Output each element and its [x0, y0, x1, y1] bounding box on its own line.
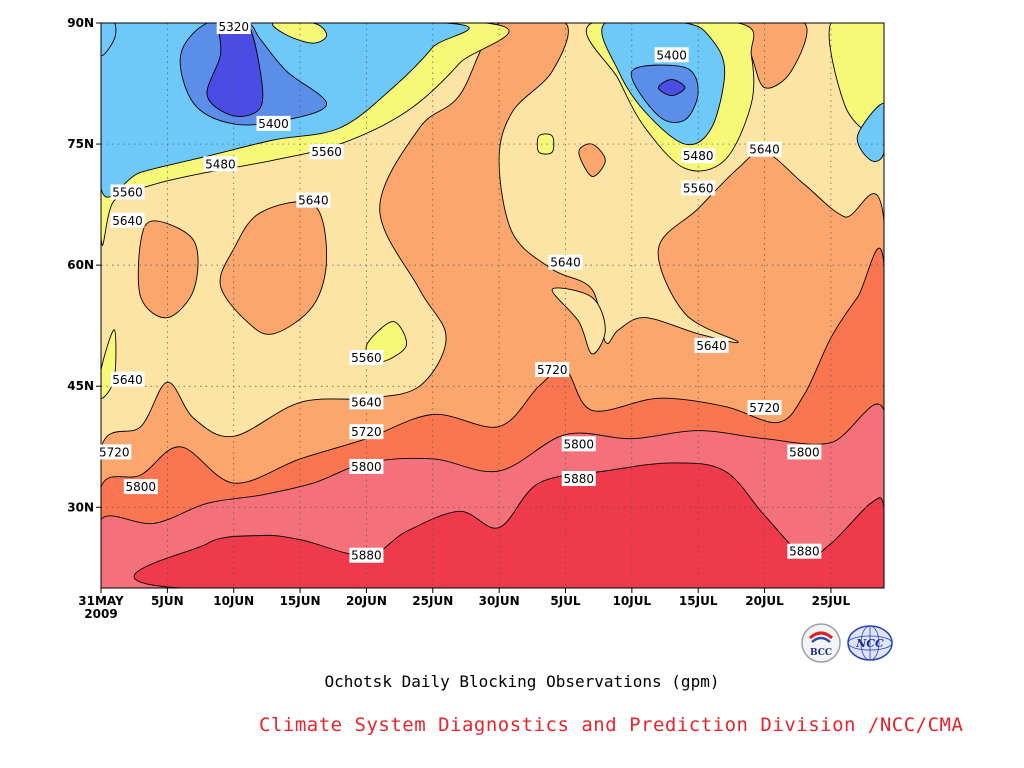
plot-frame	[100, 22, 885, 589]
svg-text:5800: 5800	[126, 480, 157, 494]
svg-text:5640: 5640	[112, 214, 143, 228]
x-tick-label: 10JUL	[613, 594, 652, 608]
contour-band-below_5400-13	[206, 23, 264, 117]
contour-label-5720: 5720	[535, 362, 570, 378]
x-tick-label: 30JUN	[479, 594, 520, 608]
svg-text:5800: 5800	[563, 437, 594, 451]
contour-label-5720: 5720	[349, 424, 384, 440]
contour-label-5400: 5400	[654, 47, 689, 63]
contour-label-5640: 5640	[296, 192, 331, 208]
contour-band-5720_5800-5	[578, 143, 606, 177]
bcc-logo-icon: BCC	[800, 622, 842, 664]
bcc-logo-text: BCC	[810, 648, 832, 658]
x-tick-label: 5JUN	[151, 594, 184, 608]
x-tick-label: 25JUL	[812, 594, 851, 608]
contour-band-5720_5800-4	[219, 201, 328, 335]
svg-text:5640: 5640	[298, 194, 329, 208]
contour-label-5400: 5400	[256, 115, 291, 131]
x-tick-label: 25JUN	[412, 594, 453, 608]
contour-label-5640: 5640	[349, 394, 384, 410]
svg-text:5560: 5560	[351, 351, 382, 365]
x-tick-label: 15JUL	[679, 594, 718, 608]
contour-label-5720: 5720	[97, 444, 132, 460]
y-tick-label: 60N	[67, 258, 94, 272]
svg-text:5800: 5800	[789, 445, 820, 459]
contour-label-5480: 5480	[681, 148, 716, 164]
contour-labels: 5320 5400 5480 5560 5560 5640 5640 5640 5560 5640…	[97, 19, 822, 563]
svg-text:5720: 5720	[537, 363, 568, 377]
contour-label-5640: 5640	[110, 212, 145, 228]
svg-text:5640: 5640	[112, 373, 143, 387]
svg-text:5640: 5640	[351, 395, 382, 409]
contour-label-5320: 5320	[216, 19, 251, 35]
svg-text:5640: 5640	[550, 256, 581, 270]
y-tick-label: 90N	[67, 16, 94, 30]
svg-text:5640: 5640	[749, 143, 780, 157]
svg-text:5320: 5320	[218, 20, 249, 34]
contour-label-5800: 5800	[561, 436, 596, 452]
ncc-logo-text: NCC	[855, 637, 884, 650]
contour-label-5880: 5880	[561, 471, 596, 487]
contour-label-5640: 5640	[747, 141, 782, 157]
svg-text:5560: 5560	[311, 145, 342, 159]
y-tick-label: 75N	[67, 137, 94, 151]
contour-band-5480_5560-22	[856, 103, 884, 162]
contour-label-5800: 5800	[123, 479, 158, 495]
svg-text:5880: 5880	[563, 472, 594, 486]
contour-bands	[101, 23, 884, 588]
grid-lines	[101, 23, 884, 588]
contour-label-5560: 5560	[681, 180, 716, 196]
svg-text:5560: 5560	[112, 186, 143, 200]
contour-label-5640: 5640	[694, 337, 729, 353]
x-tick-label: 20JUN	[346, 594, 387, 608]
x-tick-label: 20JUL	[745, 594, 784, 608]
contour-label-5560: 5560	[349, 349, 384, 365]
contour-label-5560: 5560	[309, 144, 344, 160]
contour-band-above_5960-9	[133, 462, 884, 588]
svg-text:5880: 5880	[351, 549, 382, 563]
contour-label-5880: 5880	[787, 543, 822, 559]
contour-label-5640: 5640	[110, 371, 145, 387]
x-year-label: 2009	[84, 607, 117, 621]
x-tick-label: 31MAY	[78, 594, 124, 608]
contour-label-5880: 5880	[349, 547, 384, 563]
contour-label-5800: 5800	[787, 444, 822, 460]
svg-text:5480: 5480	[683, 149, 714, 163]
contour-band-5560_5640-16	[536, 133, 555, 155]
svg-text:5800: 5800	[351, 460, 382, 474]
svg-text:5480: 5480	[205, 157, 236, 171]
contour-band-below_5400-20	[657, 79, 686, 97]
axis-ticks: 31MAY 5JUN 10JUN 15JUN 20JUN 25JUN 30JUN 5JUL 10…	[67, 16, 850, 621]
svg-text:5880: 5880	[789, 545, 820, 559]
contour-band-5480_5560-24	[101, 23, 117, 57]
svg-text:5640: 5640	[696, 339, 727, 353]
contour-label-5800: 5800	[349, 458, 384, 474]
svg-text:5720: 5720	[351, 425, 382, 439]
x-tick-label: 10JUN	[213, 594, 254, 608]
svg-text:5560: 5560	[683, 181, 714, 195]
svg-text:5400: 5400	[258, 117, 289, 131]
contour-band-5560_5640-23	[272, 23, 328, 44]
x-tick-label: 15JUN	[280, 594, 321, 608]
contour-band-5720_5800-3	[137, 220, 199, 319]
contour-label-5720: 5720	[747, 400, 782, 416]
x-tick-label: 5JUL	[550, 594, 581, 608]
y-tick-label: 45N	[67, 379, 94, 393]
credit-line: Climate System Diagnostics and Predictio…	[259, 714, 964, 736]
ncc-logo-icon: NCC	[846, 622, 893, 664]
contour-label-5560: 5560	[110, 184, 145, 200]
contour-label-5480: 5480	[203, 156, 238, 172]
chart-title: Ochotsk Daily Blocking Observations (gpm…	[324, 672, 720, 691]
y-tick-label: 30N	[67, 500, 94, 514]
svg-text:5400: 5400	[656, 48, 687, 62]
svg-text:5720: 5720	[749, 401, 780, 415]
contour-label-5640: 5640	[548, 254, 583, 270]
svg-text:5720: 5720	[99, 445, 130, 459]
